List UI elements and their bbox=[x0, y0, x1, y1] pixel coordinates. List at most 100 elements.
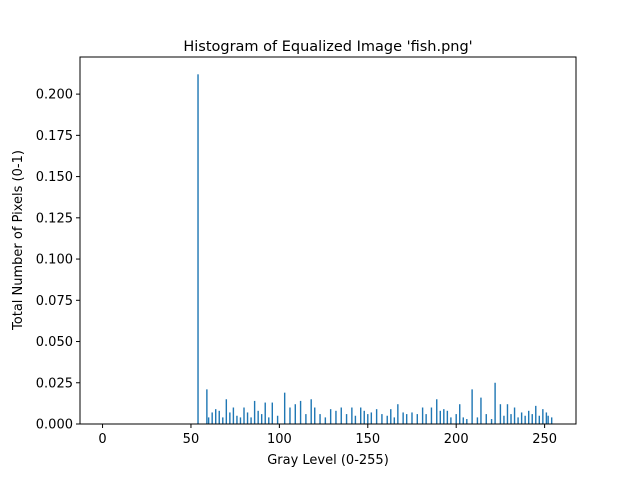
histogram-bar bbox=[232, 407, 235, 424]
histogram-bar bbox=[310, 399, 312, 424]
histogram-bar bbox=[294, 404, 296, 424]
histogram-bar bbox=[354, 415, 357, 424]
x-tick-label: 50 bbox=[183, 432, 200, 447]
histogram-bar bbox=[545, 412, 548, 424]
histogram-bar bbox=[459, 404, 461, 424]
histogram-bar bbox=[222, 417, 224, 424]
histogram-bar bbox=[542, 409, 544, 424]
histogram-bar bbox=[531, 414, 533, 424]
histogram-bar bbox=[206, 389, 208, 424]
histogram-bar bbox=[490, 419, 493, 424]
histogram-bar bbox=[443, 409, 445, 424]
histogram-bar bbox=[289, 407, 291, 424]
histogram-bar bbox=[480, 397, 482, 424]
histogram-bar bbox=[197, 74, 199, 424]
histogram-bar bbox=[527, 410, 530, 424]
histogram-bar bbox=[499, 404, 502, 424]
histogram-bar bbox=[340, 407, 342, 424]
histogram-bar bbox=[211, 412, 213, 424]
histogram-bar bbox=[446, 410, 449, 424]
histogram-bar bbox=[271, 402, 273, 424]
y-tick-label: 0.100 bbox=[36, 253, 73, 268]
histogram-bar bbox=[299, 400, 302, 424]
x-axis-label: Gray Level (0-255) bbox=[267, 453, 389, 468]
histogram-bar bbox=[471, 389, 473, 424]
histogram-bar bbox=[402, 412, 404, 424]
histogram-bar bbox=[363, 410, 365, 424]
y-tick-label: 0.050 bbox=[36, 335, 73, 350]
histogram-bar bbox=[335, 410, 337, 424]
histogram-bar bbox=[283, 392, 286, 424]
histogram-bar bbox=[439, 410, 441, 424]
x-ticks-group: 0 50 100 150 200 250 bbox=[98, 424, 557, 447]
histogram-bar bbox=[257, 410, 259, 424]
x-tick-label: 250 bbox=[532, 432, 557, 447]
histogram-bar bbox=[236, 415, 238, 424]
histogram-bar bbox=[360, 407, 362, 424]
histogram-bar bbox=[436, 399, 438, 424]
histogram-bar bbox=[207, 417, 210, 424]
histogram-bar bbox=[535, 405, 537, 424]
histogram-bar bbox=[253, 400, 256, 424]
histogram-bar bbox=[547, 415, 549, 424]
chart-title: Histogram of Equalized Image 'fish.png' bbox=[183, 39, 472, 55]
histogram-bar bbox=[345, 414, 348, 424]
histogram-bar bbox=[268, 417, 270, 424]
histogram-bar bbox=[506, 404, 509, 424]
histogram-bar bbox=[229, 412, 231, 424]
histogram-bar bbox=[517, 417, 519, 424]
histogram-bar bbox=[239, 417, 242, 424]
histogram-bar bbox=[513, 407, 516, 424]
histogram-bar bbox=[411, 412, 413, 424]
y-tick-label: 0.075 bbox=[36, 294, 73, 309]
histogram-bar bbox=[319, 414, 321, 424]
histogram-bar bbox=[218, 410, 220, 424]
histogram-bar bbox=[550, 417, 553, 424]
histogram-bar bbox=[393, 417, 396, 424]
histogram-bar bbox=[510, 414, 512, 424]
y-ticks-group: 0.000 0.025 0.050 0.075 0.100 0.125 0.150 0.175… bbox=[36, 88, 80, 433]
x-tick-label: 200 bbox=[444, 432, 469, 447]
y-tick-label: 0.200 bbox=[36, 88, 73, 103]
histogram-bar bbox=[397, 404, 399, 424]
histogram-bar bbox=[425, 414, 427, 424]
histogram-bar bbox=[538, 415, 541, 424]
histogram-bar bbox=[405, 414, 408, 424]
histogram-bar bbox=[381, 414, 383, 424]
histogram-bar bbox=[466, 419, 468, 424]
histogram-bar bbox=[314, 407, 316, 424]
histogram-bar bbox=[390, 409, 392, 424]
histogram-bar bbox=[430, 407, 433, 424]
x-tick-label: 150 bbox=[355, 432, 380, 447]
histogram-bar bbox=[246, 412, 249, 424]
bars-group bbox=[197, 74, 553, 424]
histogram-bar bbox=[455, 414, 457, 424]
histogram-bar bbox=[215, 409, 217, 424]
histogram-bar bbox=[375, 409, 378, 424]
histogram-bar bbox=[520, 412, 523, 424]
histogram-bar bbox=[462, 417, 464, 424]
y-tick-label: 0.000 bbox=[36, 418, 73, 433]
histogram-bar bbox=[421, 407, 424, 424]
histogram-bar bbox=[250, 417, 252, 424]
histogram-bar bbox=[494, 382, 496, 424]
histogram-bar bbox=[524, 415, 526, 424]
histogram-bar bbox=[324, 417, 327, 424]
y-tick-label: 0.150 bbox=[36, 170, 73, 185]
histogram-bar bbox=[503, 415, 505, 424]
histogram-bar bbox=[305, 414, 307, 424]
x-tick-label: 100 bbox=[267, 432, 292, 447]
histogram-bar bbox=[485, 414, 487, 424]
histogram-bar bbox=[351, 407, 353, 424]
y-tick-label: 0.125 bbox=[36, 211, 73, 226]
histogram-bar bbox=[476, 417, 479, 424]
histogram-bar bbox=[370, 412, 373, 424]
plot-frame bbox=[79, 56, 577, 425]
histogram-bar bbox=[329, 409, 332, 424]
histogram-bar bbox=[367, 414, 369, 424]
histogram-bar bbox=[260, 414, 263, 424]
histogram-bar bbox=[276, 415, 279, 424]
